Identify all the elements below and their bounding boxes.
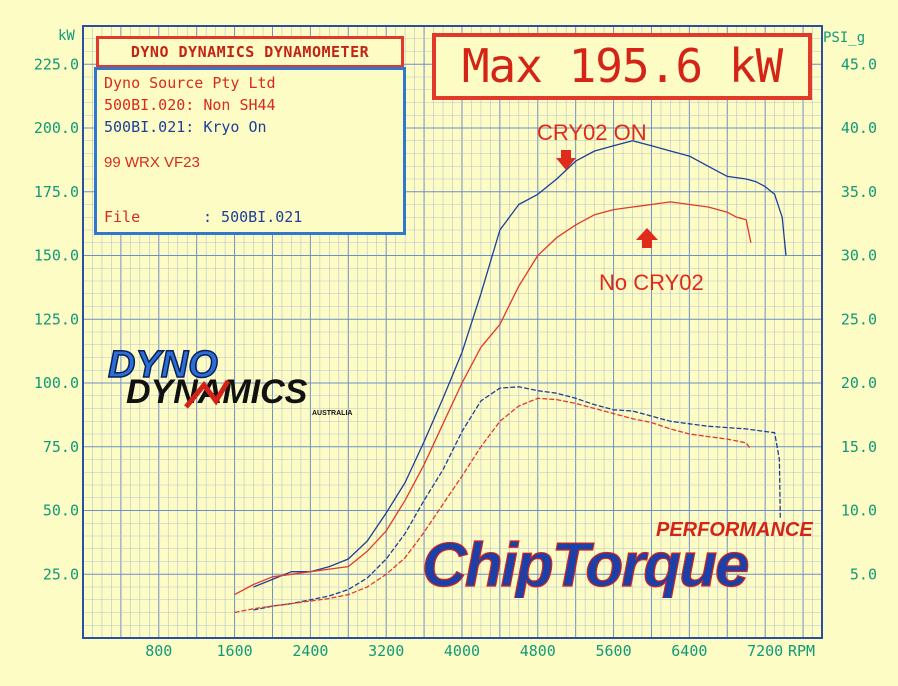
dyno-title: DYNO DYNAMICS DYNAMOMETER xyxy=(130,43,370,61)
y-right-tick-label: 15.0 xyxy=(841,438,877,456)
chip-logo-sub: PERFORMANCE xyxy=(656,519,813,541)
plot-border xyxy=(82,25,823,639)
y-left-tick-label: 75.0 xyxy=(43,438,79,456)
y-right-tick-label: 35.0 xyxy=(841,183,877,201)
x-tick-label: 6400 xyxy=(671,642,707,660)
info-file-label: File xyxy=(104,208,141,226)
y-left-tick-label: 125.0 xyxy=(34,310,79,328)
info-file-value: : 500BI.021 xyxy=(203,208,303,226)
y-left-tick-label: 225.0 xyxy=(34,55,79,73)
dyno-logo-line2: DYNAMICS xyxy=(126,373,308,411)
dyno-logo-swoosh-icon xyxy=(184,379,231,409)
max-power-label: Max 195.6 kW xyxy=(461,39,783,93)
y-left-unit: kW xyxy=(58,28,75,44)
x-tick-label: 800 xyxy=(145,642,172,660)
y-right-tick-label: 5.0 xyxy=(850,565,877,583)
dyno-logo-line1: DYNO xyxy=(108,345,218,386)
chart-series xyxy=(234,140,787,614)
dyno-dynamics-logo: DYNO DYNAMICS AUSTRALIA xyxy=(107,345,352,417)
series-line-2 xyxy=(234,201,752,596)
chiptorque-logo: PERFORMANCE ChipTorque xyxy=(421,519,813,598)
y-left-tick-label: 50.0 xyxy=(43,502,79,520)
dyno-title-box: DYNO DYNAMICS DYNAMOMETER xyxy=(96,36,404,68)
chip-logo-main: ChipTorque xyxy=(422,531,748,598)
x-tick-label: 1600 xyxy=(217,642,253,660)
run-info-box: Dyno Source Pty Ltd 500BI.020: Non SH44 … xyxy=(94,67,406,235)
axis-ticks: 800 1600 2400 3200 4000 4800 5600 6400 7200 25.0 5… xyxy=(34,55,877,660)
y-right-tick-label: 40.0 xyxy=(841,119,877,137)
annotation-no-cry02: No CRY02 xyxy=(599,270,704,295)
y-left-tick-label: 25.0 xyxy=(43,565,79,583)
x-tick-label: 7200 xyxy=(747,642,783,660)
info-company: Dyno Source Pty Ltd xyxy=(104,74,276,92)
y-right-tick-label: 30.0 xyxy=(841,247,877,265)
y-right-tick-label: 25.0 xyxy=(841,310,877,328)
max-power-box: Max 195.6 kW xyxy=(432,33,812,100)
y-right-tick-label: 20.0 xyxy=(841,374,877,392)
info-car: 99 WRX VF23 xyxy=(104,154,200,171)
x-tick-label: 5600 xyxy=(596,642,632,660)
series-line-3 xyxy=(253,386,781,611)
x-unit: RPM xyxy=(788,642,815,660)
info-run2: 500BI.021: Kryo On xyxy=(104,118,267,136)
y-right-tick-label: 10.0 xyxy=(841,502,877,520)
y-left-tick-label: 175.0 xyxy=(34,183,79,201)
info-run1: 500BI.020: Non SH44 xyxy=(104,96,276,114)
annotation-cry02-on: CRY02 ON xyxy=(537,120,647,145)
y-right-tick-label: 45.0 xyxy=(841,55,877,73)
x-tick-label: 4800 xyxy=(520,642,556,660)
off-arrow-icon xyxy=(636,228,658,248)
y-left-tick-label: 100.0 xyxy=(34,374,79,392)
x-tick-label: 2400 xyxy=(292,642,328,660)
x-tick-label: 3200 xyxy=(368,642,404,660)
on-arrow-icon xyxy=(556,150,576,170)
dyno-logo-sub: AUSTRALIA xyxy=(312,410,352,417)
x-tick-label: 4000 xyxy=(444,642,480,660)
y-left-tick-label: 150.0 xyxy=(34,247,79,265)
y-left-tick-label: 200.0 xyxy=(34,119,79,137)
y-right-unit: PSI_g xyxy=(823,30,865,46)
series-line-1 xyxy=(253,140,787,588)
